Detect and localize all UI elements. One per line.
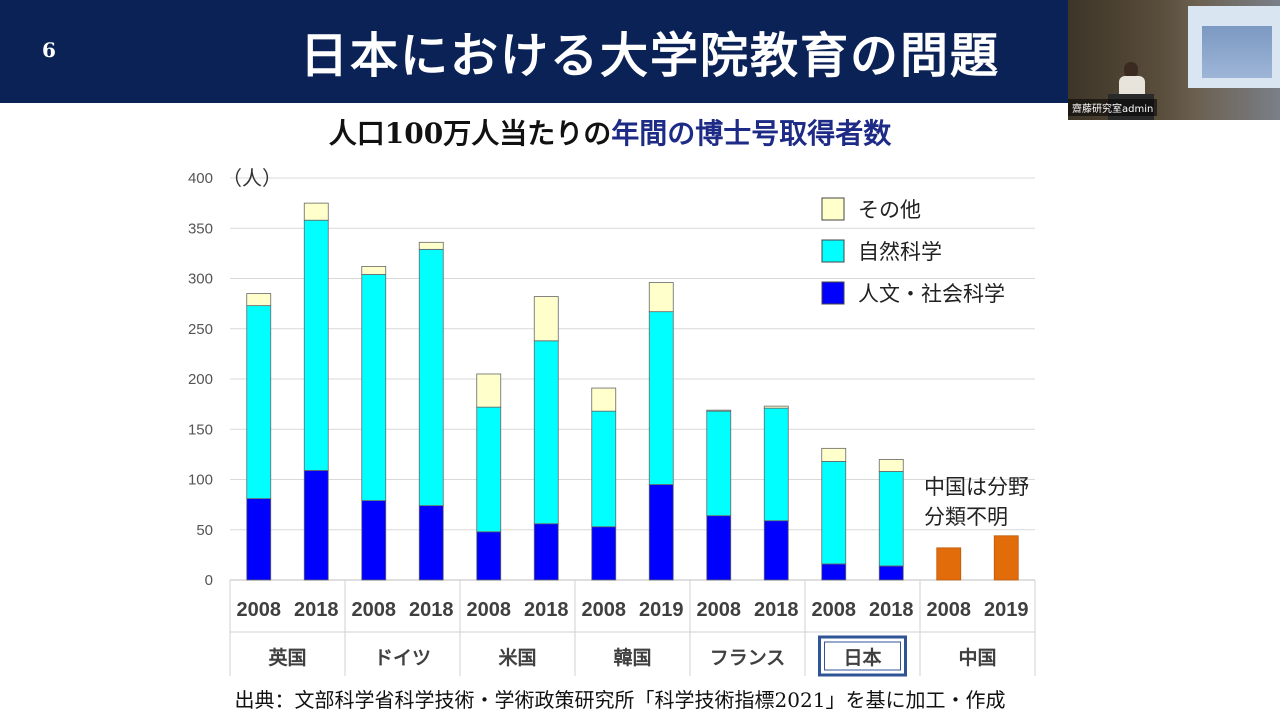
bar-segment-natural [706,410,732,517]
y-tick-label: 250 [188,321,213,338]
chart-title-main: 人口100万人当たりの [328,117,612,150]
bar-segment-humanities [246,498,272,581]
y-tick-label: 150 [188,421,213,438]
bar-segment-other [418,241,444,250]
bar-segment-humanities [361,500,387,581]
legend-swatch-other [821,197,845,221]
slide-title: 日本における大学院教育の問題 [300,28,1001,84]
bar-china-2008 [936,547,962,581]
bar-segment-humanities [533,523,559,581]
china-annotation-line: 分類不明 [924,505,1008,529]
china-annotation-line: 中国は分野 [924,475,1029,499]
y-tick-label: 350 [188,220,213,237]
bar-china-2019 [993,535,1019,581]
bar-segment-other [246,293,272,307]
y-tick-label: 0 [205,572,213,589]
title-bar [0,0,1068,103]
x-tick-year: 2008 [352,599,397,621]
bar-segment-other [821,447,847,462]
x-tick-year: 2008 [582,599,627,621]
legend-swatch-natural [821,239,845,263]
x-category-label: 韓国 [613,646,651,669]
bar-segment-humanities [821,563,847,581]
bar-segment-other [476,373,502,408]
legend-label-other: その他 [858,198,921,222]
bar-segment-humanities [878,565,904,581]
x-tick-year: 2018 [869,599,914,621]
x-category-label: フランス [710,647,786,669]
x-tick-year: 2018 [524,599,569,621]
bar-segment-humanities [591,526,617,581]
slide-number: 6 [42,38,56,62]
bar-segment-natural [246,305,272,499]
y-tick-label: 400 [188,170,213,187]
bar-segment-other [591,387,617,412]
x-tick-year: 2019 [984,599,1029,621]
legend-label-humanities: 人文・社会科学 [858,282,1005,306]
bar-segment-natural [878,471,904,567]
y-axis-unit: （人） [222,166,282,190]
bar-segment-natural [361,274,387,502]
chart-title: 人口100万人当たりの年間の博士号取得者数 [0,112,1220,152]
bar-segment-other [361,266,387,275]
bar-segment-humanities [476,531,502,581]
bar-segment-humanities [418,505,444,581]
x-category-label: 日本 [843,646,881,669]
bar-segment-natural [418,248,444,507]
x-tick-year: 2008 [237,599,282,621]
bar-segment-other [648,282,674,313]
bar-segment-other [763,405,789,409]
bar-segment-humanities [763,520,789,581]
y-tick-label: 200 [188,371,213,388]
x-tick-year: 2008 [927,599,972,621]
x-category-label: 米国 [498,646,536,669]
legend-label-natural: 自然科学 [858,240,942,264]
x-tick-year: 2008 [467,599,512,621]
bar-segment-natural [303,219,329,471]
x-category-label: 中国 [958,646,996,669]
bar-segment-other [878,458,904,472]
highlight-box-japan [818,635,907,677]
x-category-label: 英国 [268,646,306,669]
projection-screen [1188,6,1280,88]
x-tick-year: 2018 [294,599,339,621]
bar-segment-natural [533,340,559,525]
bar-segment-other [706,409,732,412]
presenter-head [1124,62,1138,78]
bar-segment-humanities [303,470,329,581]
bar-segment-other [533,296,559,342]
bar-segment-natural [763,407,789,522]
x-tick-year: 2018 [754,599,799,621]
presenter-video-thumbnail[interactable]: 齋藤研究室admin [1068,0,1280,120]
x-tick-year: 2008 [812,599,857,621]
bar-segment-natural [821,461,847,565]
y-tick-label: 100 [188,472,213,489]
x-category-label: ドイツ [374,647,431,669]
y-tick-label: 300 [188,271,213,288]
x-tick-year: 2018 [409,599,454,621]
participant-name-label: 齋藤研究室admin [1068,99,1158,116]
x-tick-year: 2019 [639,599,684,621]
bar-segment-humanities [706,515,732,581]
chart-title-accent: 年間の博士号取得者数 [611,117,892,150]
bar-segment-other [303,202,329,221]
source-footnote: 出典：文部科学省科学技術・学術政策研究所「科学技術指標2021」を基に加工・作成 [234,688,1006,712]
x-tick-year: 2008 [697,599,742,621]
bar-segment-natural [591,410,617,528]
bar-segment-natural [476,406,502,533]
bar-segment-natural [648,311,674,485]
y-tick-label: 50 [196,522,213,539]
legend-swatch-humanities [821,281,845,305]
highlight-box-inner [824,641,901,671]
bar-segment-humanities [648,484,674,581]
